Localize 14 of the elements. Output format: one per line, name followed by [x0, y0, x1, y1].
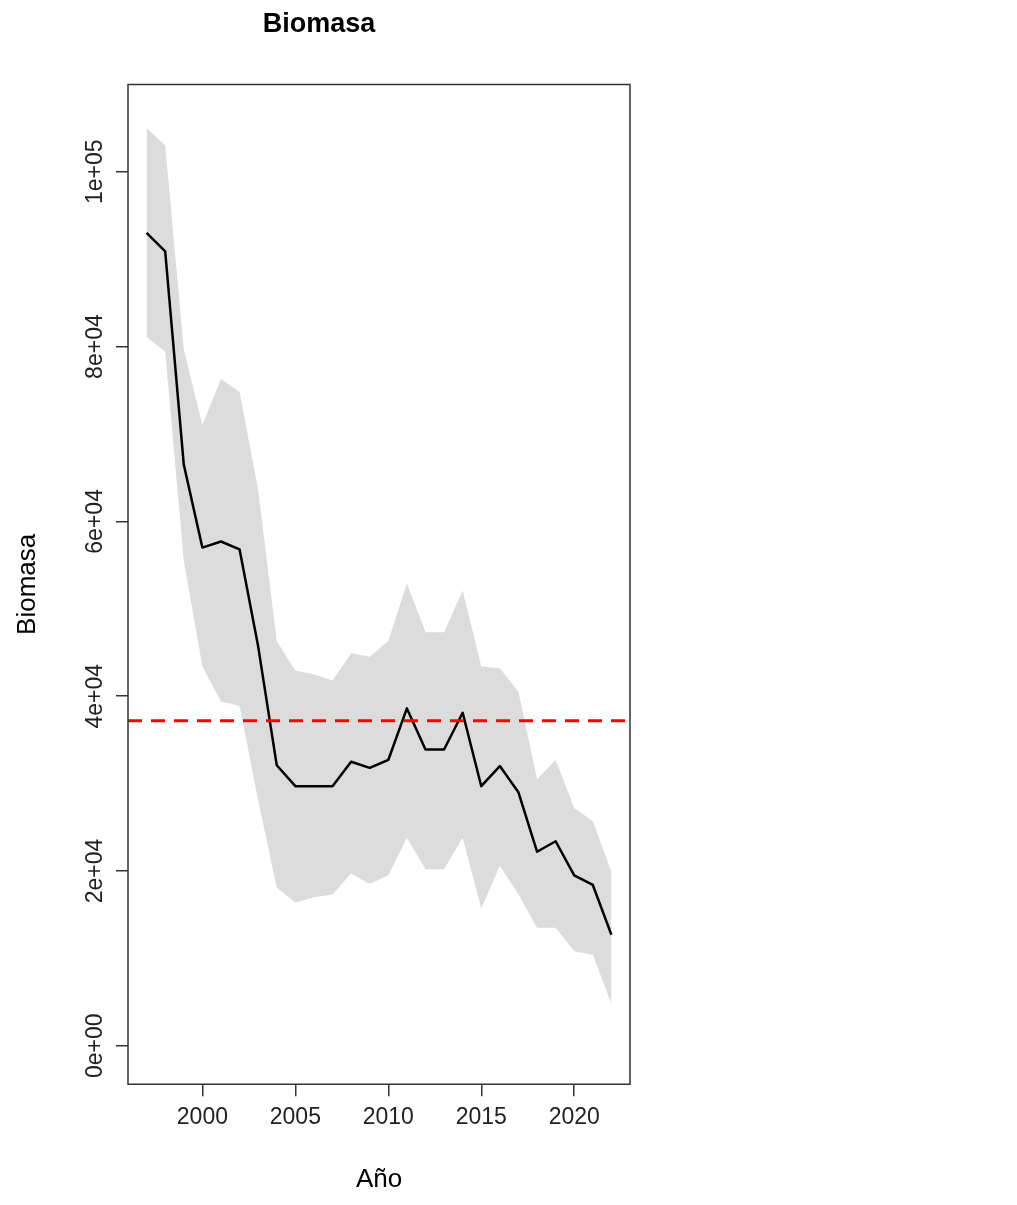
chart-title: Biomasa: [262, 7, 377, 38]
y-axis-title: Biomasa: [10, 533, 41, 635]
y-tick-label: 0e+00: [81, 1013, 108, 1079]
x-tick-label: 2020: [548, 1103, 600, 1130]
x-tick-label: 2010: [362, 1103, 414, 1130]
x-tick-label: 2005: [269, 1103, 321, 1130]
y-tick-label: 4e+04: [81, 663, 108, 729]
y-tick-label: 1e+05: [81, 139, 108, 205]
x-axis-title: Año: [355, 1162, 403, 1193]
x-tick-label: 2015: [455, 1103, 507, 1130]
y-tick-label: 8e+04: [81, 314, 108, 379]
x-tick-label: 2000: [176, 1103, 228, 1130]
y-tick-label: 2e+04: [81, 838, 108, 904]
y-tick-label: 6e+04: [81, 488, 108, 554]
